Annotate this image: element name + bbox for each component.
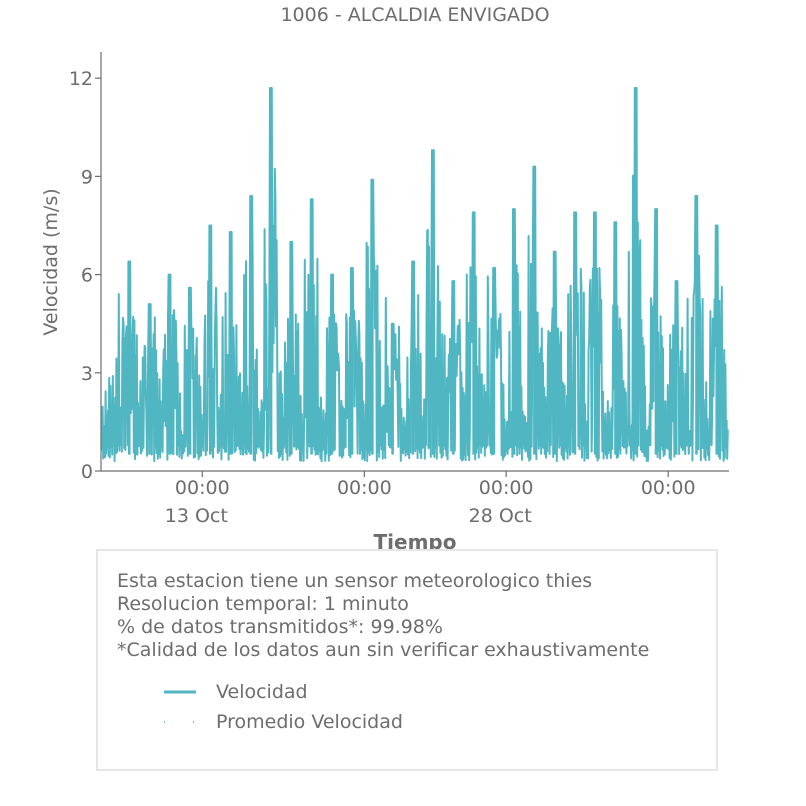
x-tick-day-label: 28 Oct: [469, 505, 532, 527]
y-tick-label: 12: [69, 68, 93, 90]
info-line-sensor: Esta estacion tiene un sensor meteorolog…: [117, 570, 593, 592]
legend-label: Promedio Velocidad: [216, 711, 403, 733]
x-tick-label: 00:00: [337, 477, 392, 499]
y-tick-label: 3: [81, 363, 93, 385]
x-ticks: 00:00 13 Oct 00:00 00:00 28 Oct 00:00: [165, 471, 696, 527]
y-tick-label: 0: [81, 461, 93, 483]
legend-label: Velocidad: [216, 681, 308, 703]
info-line-quality: *Calidad de los datos aun sin verificar …: [117, 639, 650, 661]
y-tick-label: 6: [81, 265, 93, 287]
x-tick-label: 00:00: [641, 477, 696, 499]
legend-dotted-swatch: [164, 721, 196, 723]
info-line-transmitted: % de datos transmitidos*: 99.98%: [117, 616, 443, 638]
chart-plot: 1006 - ALCALDIA ENVIGADO 0 3 6 9 12 00:00 13 …: [40, 4, 729, 550]
y-tick-label: 9: [81, 166, 93, 188]
chart-title: 1006 - ALCALDIA ENVIGADO: [280, 4, 549, 26]
info-line-resolution: Resolucion temporal: 1 minuto: [117, 593, 409, 615]
x-tick-day-label: 13 Oct: [165, 505, 228, 527]
x-tick-label: 00:00: [175, 477, 230, 499]
series-layer: [101, 87, 729, 463]
legend-line-swatch: [164, 690, 196, 694]
info-panel: Esta estacion tiene un sensor meteorolog…: [96, 549, 718, 771]
y-axis-label: Velocidad (m/s): [40, 188, 62, 335]
y-ticks: 0 3 6 9 12: [69, 68, 101, 483]
x-tick-label: 00:00: [479, 477, 534, 499]
x-axis-label: Tiempo: [374, 530, 457, 550]
series-line-velocidad: [101, 87, 729, 463]
